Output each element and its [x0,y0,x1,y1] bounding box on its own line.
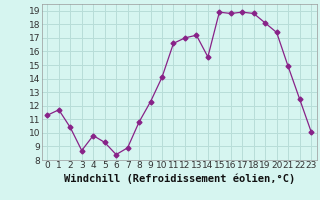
X-axis label: Windchill (Refroidissement éolien,°C): Windchill (Refroidissement éolien,°C) [64,173,295,184]
